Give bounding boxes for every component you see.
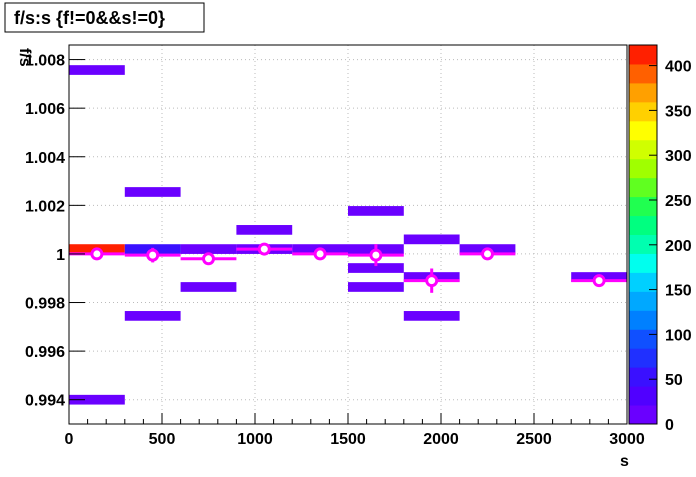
cell	[124, 311, 181, 321]
palette-box	[629, 63, 657, 84]
x-tick-label: 2000	[423, 431, 459, 448]
profile-point	[146, 248, 160, 262]
x-tick-label: 1000	[237, 431, 273, 448]
cell	[348, 282, 404, 292]
palette-box	[629, 196, 657, 217]
palette-box	[629, 120, 657, 141]
y-tick-label: 1.002	[25, 198, 65, 215]
z-tick-label: 250	[665, 193, 692, 210]
y-axis-label: f/s	[16, 48, 33, 67]
cell	[348, 206, 404, 216]
palette-box	[629, 329, 657, 349]
chart-title: f/s:s {f!=0&&s!=0}	[14, 8, 165, 28]
cell	[403, 234, 460, 245]
palette-box	[629, 45, 657, 65]
z-tick-label: 100	[665, 327, 692, 344]
y-tick-label: 1	[56, 247, 65, 264]
palette-box	[629, 215, 657, 235]
palette-box	[629, 386, 657, 406]
z-tick-label: 150	[665, 283, 692, 300]
cell	[348, 263, 404, 273]
z-tick-label: 350	[665, 103, 692, 120]
y-tick-label: 1.004	[25, 150, 65, 167]
x-tick-label: 1500	[330, 431, 366, 448]
title-box	[4, 2, 205, 33]
palette-box	[629, 405, 657, 425]
cell	[403, 311, 460, 321]
z-tick-label: 400	[665, 59, 692, 76]
profile-point	[257, 242, 271, 256]
z-tick-label: 200	[665, 238, 692, 255]
z-tick-label: 300	[665, 148, 692, 165]
x-tick-label: 500	[149, 431, 176, 448]
profile-point	[592, 274, 606, 288]
palette-box	[629, 234, 657, 254]
cell	[180, 244, 237, 254]
y-tick-label: 1.006	[25, 101, 65, 118]
profile-point	[369, 248, 383, 262]
cell	[236, 225, 293, 235]
palette-box	[629, 139, 657, 160]
palette-frame	[628, 44, 658, 425]
palette-box	[629, 272, 657, 292]
y-tick-label: 0.996	[25, 344, 65, 361]
z-tick-label: 50	[665, 372, 683, 389]
profile-point	[90, 247, 104, 261]
y-tick-label: 0.998	[25, 296, 65, 313]
palette-box	[629, 101, 657, 122]
y-tick-label: 0.994	[25, 393, 65, 410]
cell	[69, 394, 125, 405]
palette-box	[629, 158, 657, 179]
x-axis-label: s	[620, 453, 629, 470]
palette-box	[629, 253, 657, 273]
x-tick-label: 0	[65, 431, 74, 448]
palette-box	[629, 367, 657, 387]
profile-point	[313, 247, 327, 261]
cell	[180, 282, 237, 292]
palette-box	[629, 177, 657, 198]
profile-point	[202, 252, 215, 266]
x-tick-label: 3000	[609, 431, 645, 448]
profile-point	[481, 247, 494, 261]
cell	[69, 65, 125, 75]
palette-box	[629, 348, 657, 368]
palette-box	[629, 310, 657, 330]
y-tick-label: 1.008	[25, 53, 65, 70]
palette-box	[629, 291, 657, 311]
cell	[124, 187, 181, 197]
palette-box	[629, 82, 657, 103]
z-tick-label: 0	[665, 417, 674, 434]
x-tick-label: 2500	[516, 431, 552, 448]
profile-point	[425, 274, 439, 288]
